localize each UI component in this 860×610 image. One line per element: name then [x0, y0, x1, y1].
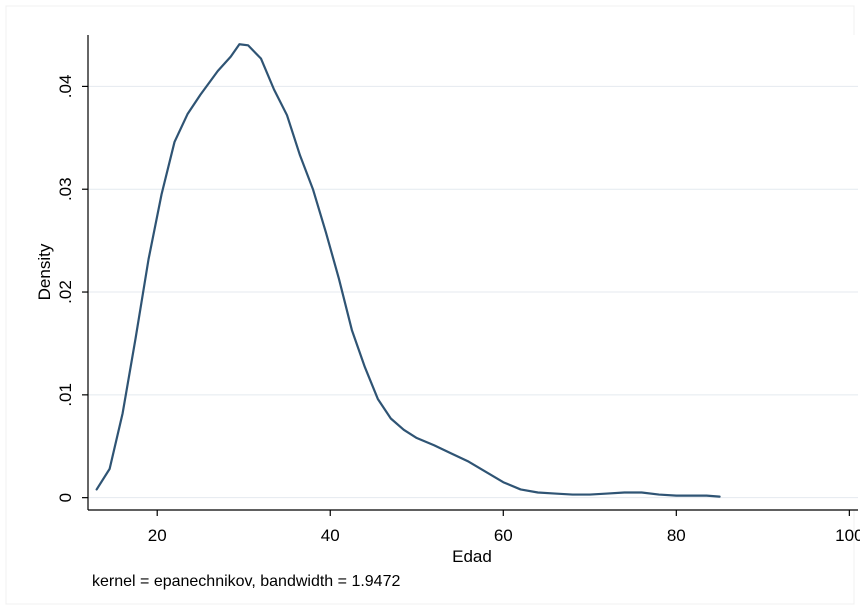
y-tick-label-1: .01	[56, 383, 75, 407]
x-tick-label-1: 40	[321, 526, 340, 545]
plot-area	[88, 35, 858, 510]
x-axis-title: Edad	[452, 547, 492, 566]
y-tick-label-4: .04	[56, 75, 75, 99]
x-tick-label-0: 20	[148, 526, 167, 545]
x-tick-label-3: 80	[667, 526, 686, 545]
kernel-note: kernel = epanechnikov, bandwidth = 1.947…	[92, 573, 400, 590]
axes	[87, 35, 858, 511]
y-tick-label-0: 0	[56, 493, 75, 502]
y-axis-title: Density	[35, 243, 54, 300]
ticks: 0 .01 .02 .03 .04 20 40 60 80 100	[56, 75, 860, 545]
y-tick-label-3: .03	[56, 177, 75, 201]
density-line	[95, 43, 721, 498]
series-layer	[95, 43, 721, 498]
gridlines	[88, 85, 858, 499]
y-tick-label-2: .02	[56, 280, 75, 304]
x-tick-label-2: 60	[494, 526, 513, 545]
x-tick-label-4: 100	[835, 526, 860, 545]
